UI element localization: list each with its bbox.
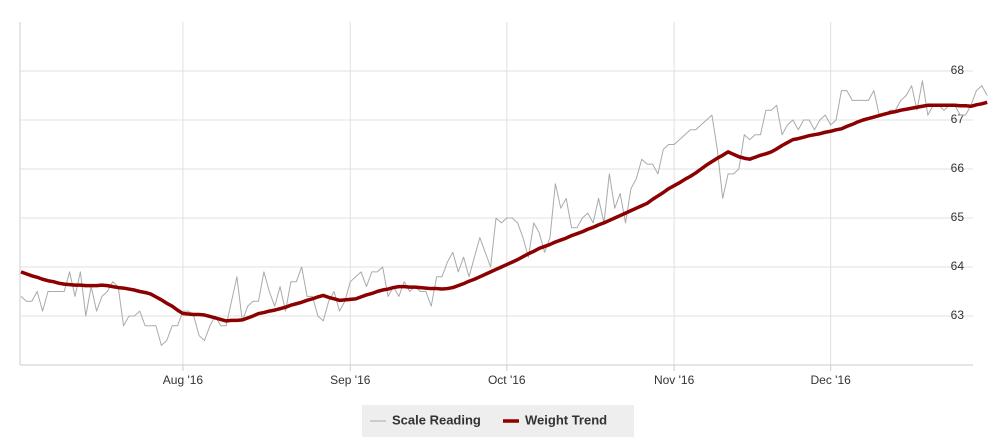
x-tick-label: Nov '16 [654,373,695,387]
y-tick-label: 65 [951,210,965,224]
series-line [20,100,988,323]
x-tick-label: Dec '16 [811,373,852,387]
legend-label: Scale Reading [392,412,481,427]
y-tick-label: 63 [951,308,965,322]
legend-box [362,405,634,437]
y-tick-label: 64 [951,259,965,273]
y-tick-label: 68 [951,63,965,77]
y-tick-label: 66 [951,161,965,175]
x-tick-label: Oct '16 [488,373,526,387]
y-tick-label: 67 [951,112,965,126]
x-tick-label: Sep '16 [330,373,371,387]
legend-label: Weight Trend [525,412,607,427]
x-tick-label: Aug '16 [163,373,204,387]
